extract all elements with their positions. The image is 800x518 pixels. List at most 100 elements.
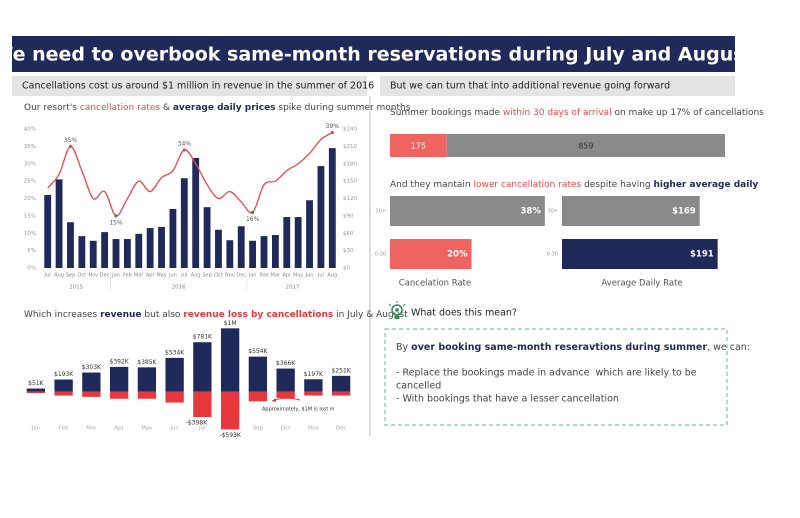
- bar: [562, 239, 718, 269]
- subtitle: Which increases revenue but also revenue…: [24, 310, 408, 320]
- y-tick-label: 15%: [24, 213, 36, 219]
- subtitle-part: cancellation rates: [80, 103, 161, 113]
- bar: [169, 208, 177, 268]
- x-tick-label: Jun: [169, 426, 179, 432]
- insight-box: [384, 328, 728, 426]
- chart-title: Cancelation Rate: [399, 279, 471, 289]
- bar: [328, 148, 336, 268]
- x-tick-label: Jul: [44, 273, 51, 279]
- data-label: $392K: [110, 358, 130, 365]
- y-tick-label: 0%: [27, 266, 36, 272]
- bar: [158, 226, 165, 268]
- bar: [89, 240, 97, 268]
- bar: [249, 240, 257, 268]
- bar: [82, 391, 101, 397]
- bar: [135, 233, 143, 268]
- subtitle: And they mantain lower cancellation rate…: [390, 180, 758, 190]
- data-label: $303K: [82, 364, 102, 371]
- bar: [193, 391, 212, 418]
- bar: [248, 391, 268, 402]
- x-tick-label: Jan: [111, 273, 120, 279]
- bar: [54, 391, 73, 396]
- point: [182, 148, 186, 152]
- x-tick-label: Nov: [308, 426, 319, 432]
- data-label: -$593K: [219, 432, 241, 439]
- right-heading: But we can turn that into additional rev…: [390, 81, 670, 92]
- bar: [562, 196, 700, 226]
- bar: [180, 178, 188, 268]
- chart-title: Average Daily Rate: [601, 279, 682, 289]
- y-tick-label: 10%: [24, 231, 36, 237]
- subtitle-part: on make up 17% of cancellations: [612, 108, 765, 118]
- x-tick-label: May: [293, 273, 303, 279]
- x-tick-label: Sep: [66, 273, 75, 279]
- x-tick-label: Oct: [78, 273, 87, 279]
- bar: [146, 228, 154, 268]
- x-tick-label: Mar: [134, 273, 144, 279]
- data-label: 20%: [447, 250, 468, 260]
- group-label: 2016: [172, 285, 186, 291]
- title: We need to overbook same-month reservati…: [0, 44, 754, 66]
- intro-part: , we can:: [707, 342, 750, 353]
- y-tick-label: 20%: [24, 196, 36, 202]
- line: [47, 131, 333, 217]
- data-label: 859: [578, 142, 593, 151]
- data-label: 34%: [178, 140, 192, 147]
- x-tick-label: Oct: [281, 426, 291, 432]
- bar: [237, 226, 245, 268]
- left-heading-bar: [12, 76, 367, 96]
- data-label: 38%: [520, 207, 541, 217]
- point: [114, 214, 118, 218]
- intro-part: By: [396, 342, 411, 353]
- y2-tick-label: $150: [343, 179, 357, 185]
- category-label: 30+: [375, 209, 386, 215]
- x-tick-label: Nov: [88, 273, 98, 279]
- x-tick-label: Oct: [214, 273, 223, 279]
- insight-line: - Replace the bookings made in advance w…: [396, 368, 697, 379]
- subtitle-part: average daily prices: [173, 103, 276, 113]
- right-heading-bar: [380, 76, 735, 96]
- insight-line: cancelled: [396, 381, 441, 392]
- bar: [276, 391, 295, 399]
- bar: [331, 391, 351, 396]
- point: [251, 210, 255, 214]
- x-tick-label: Apr: [114, 426, 124, 432]
- bar: [165, 357, 184, 392]
- subtitle-part: revenue loss by cancellations: [183, 310, 333, 320]
- data-label: 15%: [109, 219, 123, 226]
- data-label: 39%: [326, 123, 340, 130]
- y-tick-label: 25%: [24, 179, 36, 185]
- bar: [109, 366, 129, 392]
- bar: [203, 207, 211, 268]
- subtitle-part: in July & August: [333, 310, 408, 320]
- data-label: $251K: [332, 367, 352, 374]
- x-tick-label: Sep: [202, 273, 211, 279]
- x-tick-label: Dec: [236, 273, 246, 279]
- bar: [193, 342, 212, 392]
- data-label: 35%: [64, 137, 78, 144]
- subtitle-part: lower cancellation rates: [474, 180, 582, 190]
- subtitle: Summer bookings made within 30 days of a…: [390, 108, 764, 118]
- data-label: $193K: [54, 371, 74, 378]
- data-label: $554K: [248, 348, 268, 355]
- x-tick-label: Mar: [271, 273, 281, 279]
- bar: [101, 232, 109, 268]
- x-tick-label: Jun: [305, 273, 314, 279]
- bar: [112, 239, 120, 268]
- data-label: $385K: [137, 359, 157, 366]
- x-tick-label: Aug: [54, 273, 64, 279]
- y-tick-label: 5%: [27, 248, 36, 254]
- subtitle-part: within 30 days of arrival: [503, 108, 612, 118]
- data-label: $534K: [165, 349, 185, 356]
- y2-tick-label: $240: [343, 127, 357, 133]
- x-tick-label: Feb: [260, 273, 269, 279]
- data-label: $1M: [224, 320, 237, 327]
- y2-tick-label: $60: [343, 231, 354, 237]
- data-label: $366K: [276, 360, 296, 367]
- bar-segment: [446, 134, 725, 157]
- annotation-arrow: [271, 397, 301, 402]
- y-tick-label: 40%: [24, 127, 36, 133]
- category-label: 0-30: [547, 252, 558, 258]
- y2-tick-label: $0: [343, 266, 350, 272]
- data-label: $169: [672, 207, 696, 217]
